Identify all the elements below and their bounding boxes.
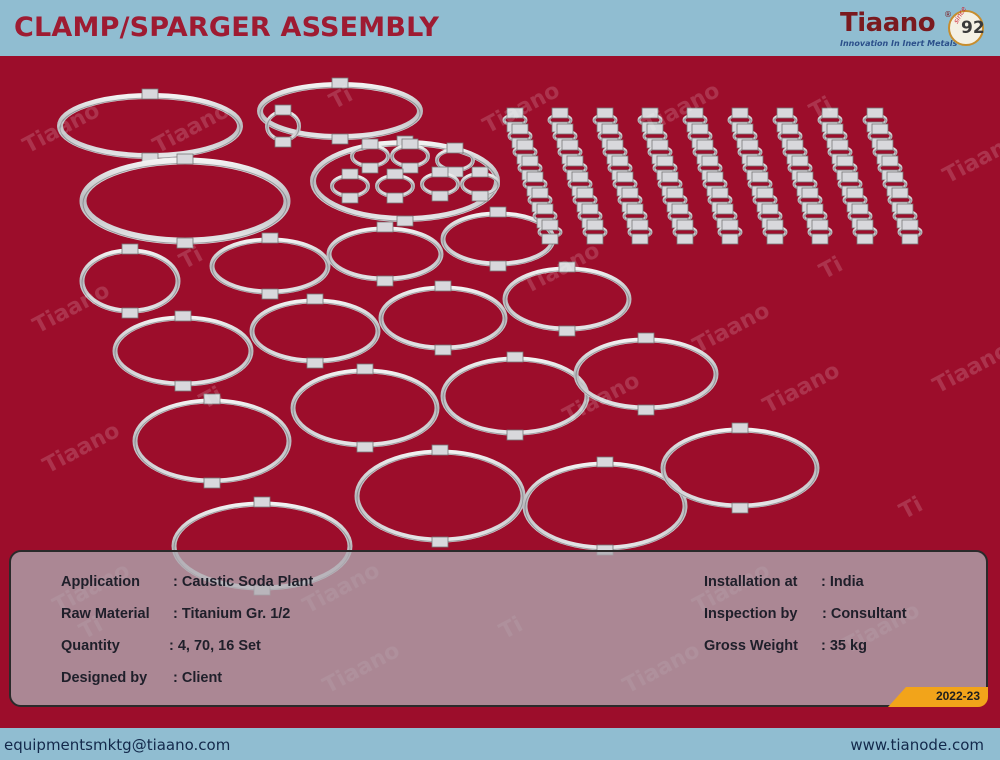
clamp-ring bbox=[310, 135, 500, 227]
clamp-ring bbox=[502, 261, 632, 337]
clamp-ring bbox=[717, 219, 743, 245]
footer-bar: equipmentsmktg@tiaano.com www.tianode.co… bbox=[0, 728, 1000, 760]
spec-label: Gross Weight bbox=[704, 638, 798, 654]
clamp-ring bbox=[132, 393, 292, 489]
clamp-ring bbox=[79, 243, 181, 319]
logo-tagline: Innovation In Inert Metals bbox=[840, 39, 958, 48]
logo-registered-mark: ® bbox=[944, 10, 952, 19]
spec-quantity: Quantity : 4, 70, 16 Set bbox=[61, 638, 261, 654]
spec-inspection: Inspection by : Consultant bbox=[704, 606, 907, 622]
spec-value: : 4, 70, 16 Set bbox=[169, 638, 261, 654]
clamp-ring bbox=[290, 363, 440, 453]
clamp-ring bbox=[57, 88, 243, 164]
spec-label: Quantity bbox=[61, 638, 120, 654]
spec-value: : Client bbox=[173, 670, 223, 686]
clamp-ring bbox=[390, 138, 430, 174]
clamp-ring bbox=[79, 153, 291, 249]
clamp-ring bbox=[326, 221, 444, 287]
contact-email[interactable]: equipmentsmktg@tiaano.com bbox=[4, 736, 231, 754]
clamp-rings-illustration bbox=[57, 77, 923, 596]
spec-application: Application : Caustic Soda Plant bbox=[61, 574, 313, 590]
clamp-ring bbox=[354, 444, 526, 548]
clamp-ring bbox=[627, 219, 653, 245]
spec-value: : India bbox=[821, 574, 864, 590]
logo-wordmark: Tiaano bbox=[840, 8, 936, 38]
clamp-ring bbox=[537, 219, 563, 245]
clamp-ring bbox=[420, 166, 460, 202]
page-title: CLAMP/SPARGER ASSEMBLY bbox=[14, 12, 440, 43]
clamp-ring bbox=[265, 104, 301, 148]
company-logo: Tiaano ® Innovation In Inert Metals sinc… bbox=[836, 5, 988, 50]
spec-label: Application bbox=[61, 574, 140, 590]
spec-gross-weight: Gross Weight : 35 kg bbox=[704, 638, 867, 654]
clamp-ring bbox=[375, 168, 415, 204]
clamp-ring bbox=[440, 206, 556, 272]
clamp-ring bbox=[350, 138, 390, 174]
spec-value: : 35 kg bbox=[821, 638, 867, 654]
clamp-ring bbox=[257, 77, 423, 145]
spec-installation: Installation at : India bbox=[704, 574, 864, 590]
clamp-ring bbox=[573, 332, 719, 416]
clamp-ring bbox=[460, 166, 500, 202]
clamp-ring bbox=[807, 219, 833, 245]
clamp-ring bbox=[378, 280, 508, 356]
clamp-ring bbox=[897, 219, 923, 245]
clamp-ring bbox=[209, 232, 331, 300]
clamp-ring bbox=[249, 293, 381, 369]
header-bar: CLAMP/SPARGER ASSEMBLY Tiaano ® Innovati… bbox=[0, 0, 1000, 56]
spec-label: Designed by bbox=[61, 670, 148, 686]
spec-value: : Titanium Gr. 1/2 bbox=[173, 606, 291, 622]
year-badge: 2022-23 bbox=[888, 687, 988, 707]
clamp-ring bbox=[672, 219, 698, 245]
since-year: 92 bbox=[961, 18, 985, 38]
spec-value: : Caustic Soda Plant bbox=[173, 574, 314, 590]
spec-designed-by: Designed by : Client bbox=[61, 670, 222, 686]
specification-panel: Application : Caustic Soda Plant Raw Mat… bbox=[9, 550, 988, 707]
website-link[interactable]: www.tianode.com bbox=[850, 736, 984, 754]
since-badge-icon: since 92 bbox=[948, 5, 985, 46]
year-badge-label: 2022-23 bbox=[935, 689, 980, 703]
spec-label: Installation at bbox=[704, 574, 798, 590]
spec-raw-material: Raw Material : Titanium Gr. 1/2 bbox=[61, 606, 290, 622]
clamp-ring bbox=[330, 168, 370, 204]
clamp-ring bbox=[440, 351, 590, 441]
clamp-ring bbox=[582, 219, 608, 245]
spec-label: Inspection by bbox=[704, 606, 798, 622]
clamp-ring bbox=[852, 219, 878, 245]
clamp-ring bbox=[762, 219, 788, 245]
clamp-ring bbox=[112, 310, 254, 392]
clamp-ring bbox=[435, 142, 475, 178]
spec-label: Raw Material bbox=[61, 606, 150, 622]
clamp-ring bbox=[660, 422, 820, 514]
spec-value: : Consultant bbox=[822, 606, 907, 622]
